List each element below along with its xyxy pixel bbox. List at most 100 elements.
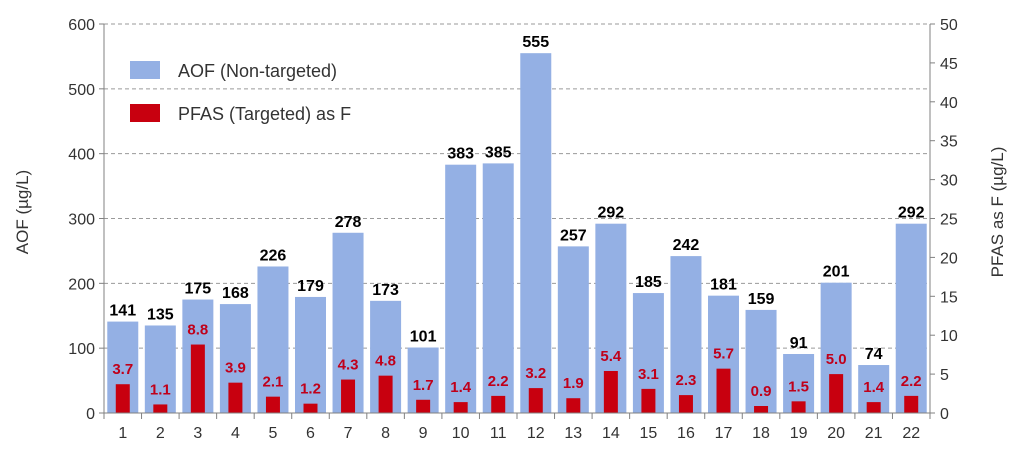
aof-bar xyxy=(557,246,589,413)
y2-tick-label: 15 xyxy=(940,289,958,306)
aof-bar xyxy=(745,309,777,413)
aof-data-label: 383 xyxy=(447,146,474,163)
y2-tick-label: 20 xyxy=(940,250,958,267)
legend-swatch-pfas xyxy=(130,104,160,122)
x-tick-label: 16 xyxy=(677,425,695,442)
pfas-data-label: 8.8 xyxy=(187,322,208,339)
pfas-bar xyxy=(829,374,844,413)
y-tick-label: 600 xyxy=(68,17,95,34)
x-tick-label: 19 xyxy=(790,425,808,442)
aof-bar xyxy=(670,256,702,413)
aof-bar xyxy=(257,266,289,413)
x-tick-label: 1 xyxy=(118,425,127,442)
pfas-bar xyxy=(716,368,731,413)
pfas-bars xyxy=(115,344,919,413)
aof-data-label: 385 xyxy=(485,144,512,161)
pfas-bar xyxy=(190,344,205,413)
aof-bar xyxy=(482,163,514,413)
pfas-data-label: 2.3 xyxy=(676,372,697,389)
pfas-bar xyxy=(265,396,280,413)
pfas-data-label: 3.9 xyxy=(225,360,246,377)
aof-data-label: 292 xyxy=(598,205,625,222)
pfas-data-labels: 3.7 1.1 8.8 3.9 2.1 1.2 4.3 4.8 1.7 1.4 2.2 3.2 1.9 5… xyxy=(112,322,921,400)
y2-tick-label: 5 xyxy=(940,367,949,384)
y-tick-label: 0 xyxy=(86,406,95,423)
pfas-data-label: 1.2 xyxy=(300,381,321,398)
pfas-data-label: 1.7 xyxy=(413,377,434,394)
y-tick-label: 200 xyxy=(68,276,95,293)
aof-data-label: 257 xyxy=(560,227,587,244)
x-tick-label: 14 xyxy=(602,425,620,442)
pfas-bar xyxy=(566,398,581,413)
pfas-bar xyxy=(491,395,506,413)
pfas-bar xyxy=(904,395,919,413)
pfas-bar xyxy=(603,370,618,413)
x-tick-label: 20 xyxy=(827,425,845,442)
pfas-data-label: 5.4 xyxy=(600,348,622,365)
aof-data-label: 292 xyxy=(898,205,925,222)
pfas-data-label: 0.9 xyxy=(751,383,772,400)
aof-data-label: 185 xyxy=(635,274,662,291)
pfas-data-label: 4.3 xyxy=(338,357,359,374)
aof-data-label: 74 xyxy=(865,346,883,363)
pfas-bar xyxy=(303,403,318,413)
legend-label-aof: AOF (Non-targeted) xyxy=(178,61,337,81)
pfas-data-label: 2.2 xyxy=(901,373,922,390)
pfas-data-label: 5.7 xyxy=(713,346,734,363)
x-tick-label: 8 xyxy=(381,425,390,442)
x-tick-label: 7 xyxy=(344,425,353,442)
aof-data-label: 555 xyxy=(522,34,549,51)
pfas-data-label: 2.2 xyxy=(488,373,509,390)
pfas-bar xyxy=(228,382,243,413)
aof-data-label: 135 xyxy=(147,306,174,323)
pfas-data-label: 1.4 xyxy=(863,379,885,396)
pfas-data-label: 5.0 xyxy=(826,351,847,368)
pfas-bar xyxy=(678,395,693,413)
x-tick-label: 4 xyxy=(231,425,240,442)
legend-swatch-aof xyxy=(130,61,160,79)
pfas-data-label: 3.1 xyxy=(638,366,659,383)
y-tick-label: 400 xyxy=(68,147,95,164)
x-tick-label: 22 xyxy=(902,425,920,442)
aof-data-label: 175 xyxy=(185,281,212,298)
aof-bar xyxy=(520,53,552,414)
x-tick-label: 2 xyxy=(156,425,165,442)
y2-tick-label: 40 xyxy=(940,95,958,112)
pfas-data-label: 1.9 xyxy=(563,375,584,392)
x-tick-label: 3 xyxy=(193,425,202,442)
pfas-bar xyxy=(416,399,431,413)
aof-data-label: 179 xyxy=(297,278,324,295)
aof-bar xyxy=(445,164,477,413)
pfas-bar xyxy=(754,405,769,413)
x-tick-label: 15 xyxy=(640,425,658,442)
aof-bar xyxy=(144,325,176,413)
aof-data-label: 201 xyxy=(823,264,850,281)
pfas-bar xyxy=(866,402,881,413)
pfas-bar xyxy=(115,384,130,413)
aof-data-labels: 141 135 175 168 226 179 278 173 101 383 385 555 257 2… xyxy=(109,34,924,363)
aof-data-label: 141 xyxy=(109,303,136,320)
y2-tick-label: 45 xyxy=(940,56,958,73)
aof-data-label: 181 xyxy=(710,277,737,294)
x-tick-label: 17 xyxy=(715,425,733,442)
y2-tick-label: 30 xyxy=(940,173,958,190)
aof-data-label: 278 xyxy=(335,214,362,231)
pfas-bar xyxy=(453,402,468,413)
y2-tick-label: 35 xyxy=(940,134,958,151)
aof-data-label: 173 xyxy=(372,282,399,299)
x-tick-label: 9 xyxy=(419,425,428,442)
x-tick-label: 6 xyxy=(306,425,315,442)
aof-bar xyxy=(895,223,927,413)
pfas-bar xyxy=(641,388,656,413)
legend-label-pfas: PFAS (Targeted) as F xyxy=(178,104,351,124)
aof-data-label: 242 xyxy=(673,237,700,254)
aof-data-label: 159 xyxy=(748,291,775,308)
y-axis-title: AOF (µg/L) xyxy=(13,170,32,254)
pfas-data-label: 4.8 xyxy=(375,353,396,370)
pfas-data-label: 1.4 xyxy=(450,379,472,396)
x-tick-label: 11 xyxy=(490,425,507,442)
x-tick-label: 5 xyxy=(269,425,278,442)
gridlines xyxy=(104,23,930,349)
x-tick-label: 13 xyxy=(564,425,582,442)
